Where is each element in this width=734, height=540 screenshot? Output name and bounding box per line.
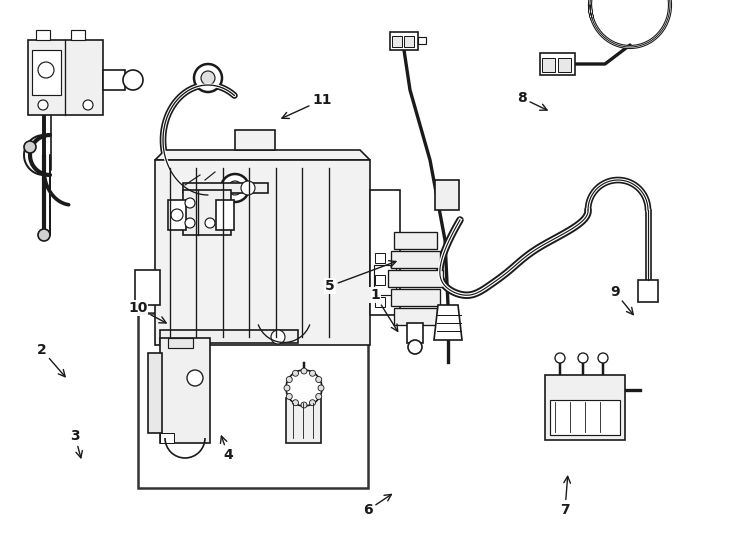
Bar [407,323,423,343]
Bar [388,270,443,287]
Bar [32,50,61,95]
Circle shape [293,400,299,406]
Circle shape [301,402,307,408]
Bar [394,232,437,249]
Bar [390,32,418,50]
Circle shape [201,71,215,85]
Circle shape [271,330,285,344]
Text: 3: 3 [70,429,82,458]
Circle shape [185,218,195,228]
Bar [370,190,400,315]
Circle shape [38,229,50,241]
Bar [183,190,231,235]
Bar [392,36,402,47]
Circle shape [38,100,48,110]
Bar [550,400,620,435]
Circle shape [123,70,143,90]
Text: 10: 10 [128,301,166,323]
Bar [138,313,368,488]
Text: 11: 11 [282,93,332,118]
Text: 1: 1 [370,288,398,332]
Polygon shape [434,305,462,340]
Circle shape [187,370,203,386]
Polygon shape [418,37,426,44]
Circle shape [205,218,215,228]
Circle shape [185,198,195,208]
Circle shape [316,376,321,382]
Text: 6: 6 [363,495,391,517]
Circle shape [171,209,183,221]
Polygon shape [160,330,298,343]
Circle shape [221,174,249,202]
Bar [168,338,193,348]
Bar [542,58,555,72]
Bar [148,353,162,433]
Circle shape [83,100,93,110]
Circle shape [293,370,299,376]
Bar [375,275,385,285]
Circle shape [286,370,322,406]
Circle shape [318,385,324,391]
Circle shape [598,353,608,363]
Bar [375,253,385,263]
Circle shape [578,353,588,363]
Circle shape [228,181,242,195]
Polygon shape [183,183,268,193]
Text: 4: 4 [220,436,233,462]
Bar [545,375,625,440]
Bar [103,70,125,90]
Circle shape [286,394,292,400]
Bar [135,270,160,305]
Bar [374,265,396,295]
Bar [558,58,571,72]
Bar [28,40,103,115]
Bar [160,338,210,443]
Text: 9: 9 [610,285,633,315]
Bar [404,36,414,47]
Polygon shape [155,150,370,160]
Circle shape [555,353,565,363]
Circle shape [241,181,255,195]
Bar [71,30,85,40]
Bar [391,289,440,306]
Circle shape [316,394,321,400]
Bar [435,180,459,210]
Circle shape [284,385,290,391]
Bar [168,200,186,230]
Bar [286,398,321,443]
Bar [540,53,575,75]
Circle shape [38,62,54,78]
Circle shape [310,400,316,406]
Text: 5: 5 [325,261,396,293]
Circle shape [194,64,222,92]
Circle shape [408,340,422,354]
Bar [235,130,275,150]
Bar [216,200,234,230]
Text: 2: 2 [37,343,65,377]
Polygon shape [160,433,174,443]
Bar [394,308,437,325]
Bar [375,297,385,307]
Bar [155,160,370,345]
Circle shape [301,368,307,374]
Text: 7: 7 [560,476,570,517]
Circle shape [310,370,316,376]
Bar [638,280,658,302]
Bar [36,30,50,40]
Bar [391,251,440,268]
Circle shape [24,141,36,153]
Circle shape [286,376,292,382]
Text: 8: 8 [517,91,547,110]
